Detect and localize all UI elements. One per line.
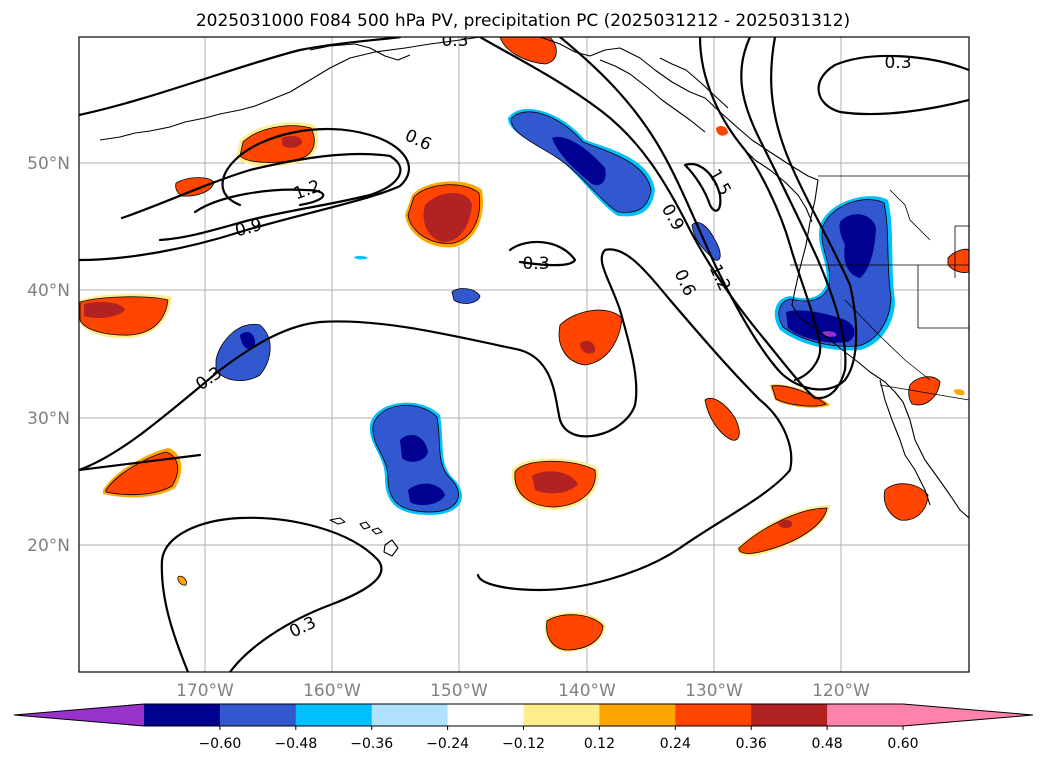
lat-label: 50°N [27, 154, 70, 174]
colorbar-segment [523, 704, 600, 726]
pv-contour-line [79, 453, 202, 472]
colorbar-tick-label: 0.36 [736, 736, 767, 752]
map-panel: 0.3 0.6 1.2 0.9 0.3 1.5 0.9 0.6 1.2 0.3 … [79, 31, 969, 672]
colorbar-segment [675, 704, 752, 726]
colorbar-segment [599, 704, 676, 726]
precip-positive-blob [499, 37, 557, 65]
precip-negative-blob [508, 109, 655, 217]
colorbar-segment [751, 704, 828, 726]
pv-contour-line [79, 248, 793, 592]
precip-negative-blob [774, 196, 895, 351]
colorbar-tick-label: 0.48 [812, 736, 843, 752]
gridlines [79, 37, 969, 672]
precip-negative-blob [354, 255, 368, 260]
precip-positive-blob [704, 398, 740, 441]
contour-label: 0.3 [441, 31, 468, 51]
colorbar-segment [447, 704, 524, 726]
figure-title: 2025031000 F084 500 hPa PV, precipitatio… [196, 11, 850, 31]
lat-label: 30°N [27, 409, 70, 429]
lat-label: 40°N [27, 281, 70, 301]
lon-label: 120°W [812, 681, 870, 701]
pv-contours [79, 37, 969, 672]
colorbar-segment [144, 704, 221, 726]
colorbar-tick-label: −0.36 [350, 736, 393, 752]
precip-positive-blob [947, 248, 969, 273]
precip-positive-blob [883, 483, 929, 521]
precip-positive-blob [770, 384, 830, 408]
pv-contour-line [478, 37, 847, 400]
colorbar-segment [295, 704, 373, 726]
precip-positive-blob [558, 309, 623, 366]
map-frame [78, 36, 970, 673]
colorbar-tick-label: 0.24 [660, 736, 691, 752]
colorbar-tick-label: 0.12 [584, 736, 615, 752]
precip-positive-blob [79, 293, 172, 339]
pv-contour-line [193, 188, 325, 214]
colorbar-segment [371, 704, 449, 726]
pv-contour-line [558, 37, 858, 391]
colorbar-tick-label: −0.24 [426, 736, 469, 752]
precip-positive-blob [177, 125, 965, 586]
precip-positive-blob [405, 181, 483, 248]
lon-label: 170°W [176, 681, 234, 701]
colorbar: −0.60 −0.48 −0.36 −0.24 −0.12 0.12 0.24 0.36 0.4… [13, 703, 1034, 752]
colorbar-tick-label: 0.60 [887, 736, 918, 752]
colorbar-extend-low [14, 704, 144, 726]
pv-contour-line [817, 54, 969, 116]
coastlines [99, 37, 969, 557]
pv-contour-line [79, 37, 402, 117]
precip-positive-blob [511, 458, 599, 510]
colorbar-segment [827, 704, 904, 726]
colorbar-extend-high [903, 704, 1033, 726]
pv-contour-line [683, 162, 722, 212]
colorbar-tick-label: −0.12 [502, 736, 545, 752]
precip-positive-blob [175, 177, 215, 197]
pv-contour-line [160, 516, 383, 672]
latitude-labels: 50°N 40°N 30°N 20°N [27, 154, 70, 556]
pv-contour-line [120, 152, 402, 242]
precip-positive-blob [236, 122, 319, 167]
precip-positive-blob [736, 505, 830, 557]
colorbar-outline [13, 703, 1034, 727]
contour-label: 0.3 [522, 254, 549, 274]
lon-label: 150°W [430, 681, 488, 701]
precip-negative-blob [451, 288, 481, 304]
colorbar-tick-label: −0.48 [274, 736, 317, 752]
lon-label: 130°W [685, 681, 743, 701]
lon-label: 140°W [558, 681, 616, 701]
precip-negative-blob [369, 402, 462, 515]
colorbar-segment [219, 704, 297, 726]
precip-positive-blob [544, 612, 606, 652]
pv-contour-line [79, 127, 411, 262]
pv-contour-line [508, 240, 577, 267]
pv-contour-line [698, 37, 822, 382]
longitude-labels: 170°W 160°W 150°W 140°W 130°W 120°W [176, 681, 870, 701]
lon-label: 160°W [303, 681, 361, 701]
precipitation-shading [79, 37, 969, 652]
lat-label: 20°N [27, 536, 70, 556]
colorbar-tick-label: −0.60 [198, 736, 241, 752]
contour-label: 0.3 [884, 53, 911, 73]
